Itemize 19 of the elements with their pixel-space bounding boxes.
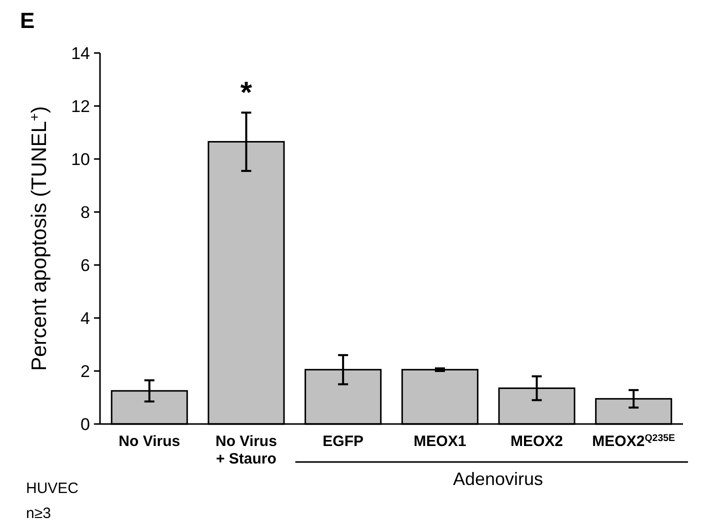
text: n≥3 bbox=[26, 505, 51, 522]
x-tick-label: EGFP bbox=[322, 433, 364, 450]
x-tick-label: MEOX1 bbox=[414, 433, 466, 450]
text: HUVEC bbox=[26, 480, 79, 497]
text: E bbox=[20, 8, 35, 33]
y-tick-label: 0 bbox=[80, 414, 90, 434]
y-tick-label: 10 bbox=[71, 150, 90, 169]
x-tick-label: No Virus bbox=[118, 433, 180, 450]
x-tick-label: No Virus + Stauro bbox=[216, 433, 277, 468]
x-tick-label: MEOX2$^{Q235E}$ bbox=[592, 432, 676, 450]
annotation: * bbox=[240, 76, 252, 110]
text: Adenovirus bbox=[452, 469, 544, 489]
y-tick-label: 6 bbox=[80, 256, 90, 275]
x-tick-label: MEOX2 bbox=[510, 433, 564, 450]
y-tick-label: 12 bbox=[71, 96, 90, 116]
y-tick-label: 2 bbox=[80, 362, 90, 381]
y-tick-label: 8 bbox=[80, 202, 90, 222]
y-tick-label: 14 bbox=[71, 44, 90, 63]
y-tick-label: 4 bbox=[80, 308, 90, 328]
